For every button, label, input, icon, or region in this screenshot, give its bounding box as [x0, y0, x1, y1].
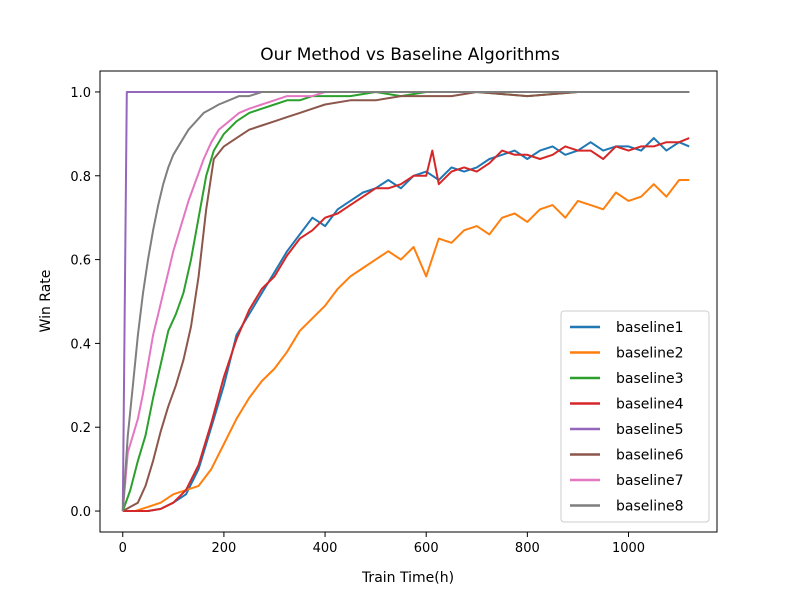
y-tick-label: 0.6 — [70, 254, 91, 269]
x-tick-label: 1000 — [612, 541, 645, 556]
legend-label-baseline1: baseline1 — [616, 320, 684, 336]
legend-label-baseline2: baseline2 — [616, 346, 684, 362]
series-line-baseline4 — [122, 137, 690, 512]
series-lines — [121, 91, 690, 512]
legend-label-baseline4: baseline4 — [616, 397, 684, 413]
legend: baseline1 baseline2 baseline3 baseline4 base… — [560, 310, 710, 523]
series-line-baseline1 — [122, 137, 690, 512]
y-tick-label: 0.2 — [70, 421, 91, 436]
legend-label-baseline8: baseline8 — [616, 499, 684, 515]
series-line-baseline6 — [122, 91, 690, 512]
legend-box — [560, 310, 710, 523]
y-tick-label: 0.8 — [70, 170, 91, 185]
x-tick-label: 600 — [414, 541, 439, 556]
legend-label-baseline5: baseline5 — [616, 422, 684, 438]
series-line-baseline8 — [121, 91, 690, 512]
x-tick-label: 200 — [211, 541, 236, 556]
x-tick-label: 800 — [515, 541, 540, 556]
legend-label-baseline7: baseline7 — [616, 473, 684, 489]
y-tick-label: 1.0 — [70, 86, 91, 101]
chart-title: Our Method vs Baseline Algorithms — [260, 45, 560, 65]
y-tick-label: 0.4 — [70, 337, 91, 352]
legend-label-baseline6: baseline6 — [616, 448, 684, 464]
axes-frame — [99, 70, 718, 533]
series-line-baseline2 — [122, 179, 690, 512]
x-tick-label: 0 — [119, 541, 127, 556]
x-axis-label: Train Time(h) — [361, 570, 454, 586]
y-tick-label: 0.0 — [70, 505, 91, 520]
x-tick-label: 400 — [313, 541, 338, 556]
legend-label-baseline3: baseline3 — [616, 371, 684, 387]
y-axis-label: Win Rate — [38, 270, 54, 333]
axis-ticks: 0 200 400 600 800 1000 0.0 0.2 0.4 0.6 0.8 1.0 — [70, 86, 645, 556]
